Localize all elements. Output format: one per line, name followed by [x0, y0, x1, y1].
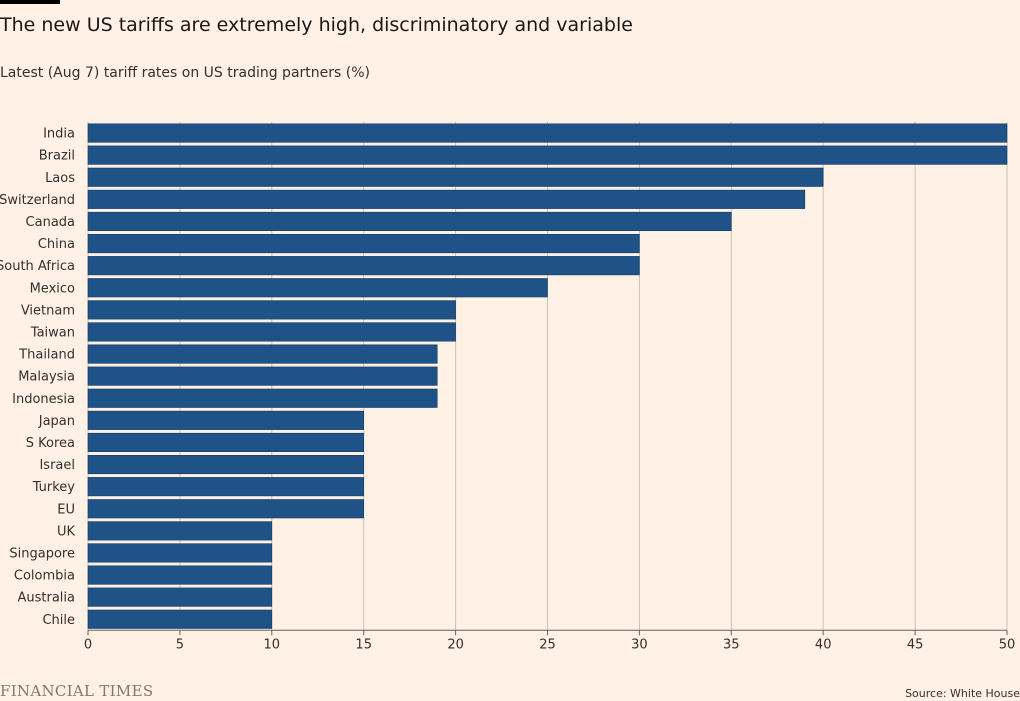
bar-vietnam [87, 300, 456, 320]
category-labels: India Brazil Laos Switzerland Canada China Sou… [0, 127, 75, 628]
category-label: China [38, 237, 75, 252]
bar-brazil [87, 145, 1008, 165]
x-tick-label: 50 [999, 637, 1016, 652]
bar-south-africa [87, 256, 640, 276]
bars [87, 123, 1008, 629]
category-label: Colombia [14, 569, 75, 584]
x-tick-label: 20 [447, 637, 464, 652]
bar-india [87, 123, 1008, 143]
bar-colombia [87, 565, 273, 585]
category-label: India [43, 127, 75, 142]
x-tick-label: 15 [355, 637, 372, 652]
bar-mexico [87, 278, 548, 298]
category-label: Switzerland [0, 193, 75, 208]
bar-chart: India Brazil Laos Switzerland Canada China Sou… [0, 122, 1016, 652]
category-label: EU [57, 502, 75, 517]
category-label: Laos [45, 171, 75, 186]
x-tick-label: 35 [723, 637, 740, 652]
category-label: Brazil [39, 149, 75, 164]
category-label: Singapore [9, 546, 75, 561]
x-tick-label: 25 [539, 637, 556, 652]
bar-s-korea [87, 432, 365, 453]
bar-malaysia [87, 366, 438, 386]
category-label: Turkey [32, 480, 76, 495]
source-note: Source: White House [905, 687, 1020, 700]
bar-chile [87, 609, 273, 629]
ft-logo: FINANCIAL TIMES [0, 682, 154, 700]
bar-switzerland [87, 189, 806, 209]
x-axis-ticks: 0 5 10 15 20 25 30 35 40 45 50 [84, 629, 1016, 652]
x-tick-label: 10 [264, 637, 281, 652]
bar-singapore [87, 543, 273, 563]
x-tick-label: 5 [176, 637, 184, 652]
category-label: Mexico [30, 281, 75, 296]
bar-australia [87, 587, 273, 607]
category-label: Indonesia [12, 392, 75, 407]
x-tick-label: 40 [815, 637, 832, 652]
bar-indonesia [87, 388, 438, 408]
category-label: Vietnam [21, 303, 75, 318]
category-label: Israel [39, 458, 75, 473]
category-label: Taiwan [30, 325, 75, 340]
bar-canada [87, 211, 732, 231]
bar-thailand [87, 344, 438, 364]
bar-turkey [87, 477, 365, 497]
x-tick-label: 30 [631, 637, 648, 652]
chart-title: The new US tariffs are extremely high, d… [0, 14, 633, 36]
chart-subtitle: Latest (Aug 7) tariff rates on US tradin… [0, 65, 370, 81]
category-label: Malaysia [18, 370, 75, 385]
category-label: UK [57, 524, 76, 539]
bar-china [87, 234, 640, 254]
category-label: Canada [26, 215, 75, 230]
bar-eu [87, 499, 365, 519]
category-label: Australia [17, 591, 75, 606]
category-label: Thailand [18, 348, 75, 363]
bar-israel [87, 454, 365, 475]
bar-laos [87, 167, 824, 187]
x-tick-label: 0 [84, 637, 92, 652]
bar-japan [87, 410, 365, 430]
category-label: Chile [42, 613, 75, 628]
bar-uk [87, 521, 273, 541]
category-label: S Korea [26, 436, 75, 451]
brand-bar [0, 0, 60, 4]
category-label: Japan [38, 414, 75, 429]
bar-taiwan [87, 322, 456, 342]
category-label: South Africa [0, 259, 75, 274]
x-tick-label: 45 [907, 637, 924, 652]
